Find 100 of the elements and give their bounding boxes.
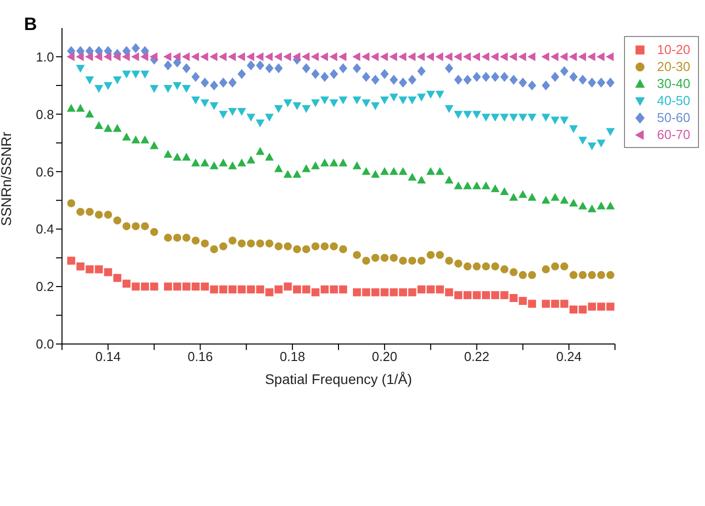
point xyxy=(113,124,122,132)
point xyxy=(330,99,338,107)
point xyxy=(182,85,190,92)
point xyxy=(86,265,94,274)
point xyxy=(182,153,190,161)
point xyxy=(330,159,338,166)
point xyxy=(399,288,408,296)
point xyxy=(510,268,518,276)
point xyxy=(192,96,200,104)
y-axis-title: SSNRn/SSNRr xyxy=(0,132,14,226)
point xyxy=(606,128,614,136)
point xyxy=(454,52,462,61)
point xyxy=(293,170,302,178)
point xyxy=(408,75,416,84)
point xyxy=(132,282,140,291)
point xyxy=(132,222,140,230)
point xyxy=(445,176,454,184)
point xyxy=(76,104,84,112)
point xyxy=(560,116,568,124)
point xyxy=(293,245,302,254)
point xyxy=(408,173,416,181)
y-tick-label: 0.2 xyxy=(36,279,54,294)
point xyxy=(408,256,416,265)
point xyxy=(606,52,614,61)
point xyxy=(518,296,527,305)
point xyxy=(164,85,172,92)
point xyxy=(320,159,329,166)
point xyxy=(551,52,558,61)
point xyxy=(551,262,560,270)
x-axis-title: Spatial Frequency (1/Å) xyxy=(264,371,412,387)
point xyxy=(76,262,84,270)
point xyxy=(597,202,606,210)
point xyxy=(274,242,283,250)
point xyxy=(67,52,75,61)
point xyxy=(192,52,199,61)
point xyxy=(578,75,587,84)
point xyxy=(362,52,370,61)
point xyxy=(542,80,550,90)
point xyxy=(238,159,246,166)
point xyxy=(274,105,283,112)
point xyxy=(500,52,508,61)
point xyxy=(320,242,329,250)
point xyxy=(500,291,508,300)
point xyxy=(597,78,606,88)
point xyxy=(150,85,158,92)
point xyxy=(150,52,158,61)
point xyxy=(228,52,236,61)
point xyxy=(472,72,481,82)
point xyxy=(551,193,560,201)
point xyxy=(606,271,614,280)
point xyxy=(417,256,426,265)
point xyxy=(246,285,255,294)
point xyxy=(302,164,310,172)
point xyxy=(482,52,490,61)
point xyxy=(362,99,370,107)
point xyxy=(528,193,536,201)
point xyxy=(238,108,246,116)
point xyxy=(417,94,426,101)
legend-label: 50-60 xyxy=(657,110,690,125)
point xyxy=(140,136,149,144)
point xyxy=(113,274,122,282)
point xyxy=(164,60,172,70)
point xyxy=(200,99,209,107)
point xyxy=(491,72,500,82)
point xyxy=(491,184,500,192)
point xyxy=(284,99,292,107)
point xyxy=(528,80,536,90)
point xyxy=(86,208,94,216)
point xyxy=(228,108,237,116)
point xyxy=(173,58,182,68)
point xyxy=(182,52,190,61)
point xyxy=(500,72,508,82)
point xyxy=(528,271,536,280)
point xyxy=(542,196,550,204)
point xyxy=(76,46,84,56)
point xyxy=(302,245,310,254)
point xyxy=(265,239,274,248)
point xyxy=(104,268,112,276)
point xyxy=(113,52,121,61)
point xyxy=(588,142,596,150)
point xyxy=(464,262,472,270)
point xyxy=(510,52,517,61)
point xyxy=(238,69,246,79)
point xyxy=(339,285,348,294)
point xyxy=(173,52,181,61)
point xyxy=(560,262,568,270)
point xyxy=(330,52,338,61)
point xyxy=(399,78,408,88)
point xyxy=(380,254,389,262)
point xyxy=(256,60,264,70)
point xyxy=(302,105,310,112)
point xyxy=(464,291,472,300)
point xyxy=(491,52,498,61)
x-tick-label: 0.22 xyxy=(464,349,490,364)
point xyxy=(192,72,200,82)
point xyxy=(320,52,328,61)
point xyxy=(256,239,264,248)
point xyxy=(132,136,140,144)
point xyxy=(200,282,209,291)
point xyxy=(426,285,435,294)
